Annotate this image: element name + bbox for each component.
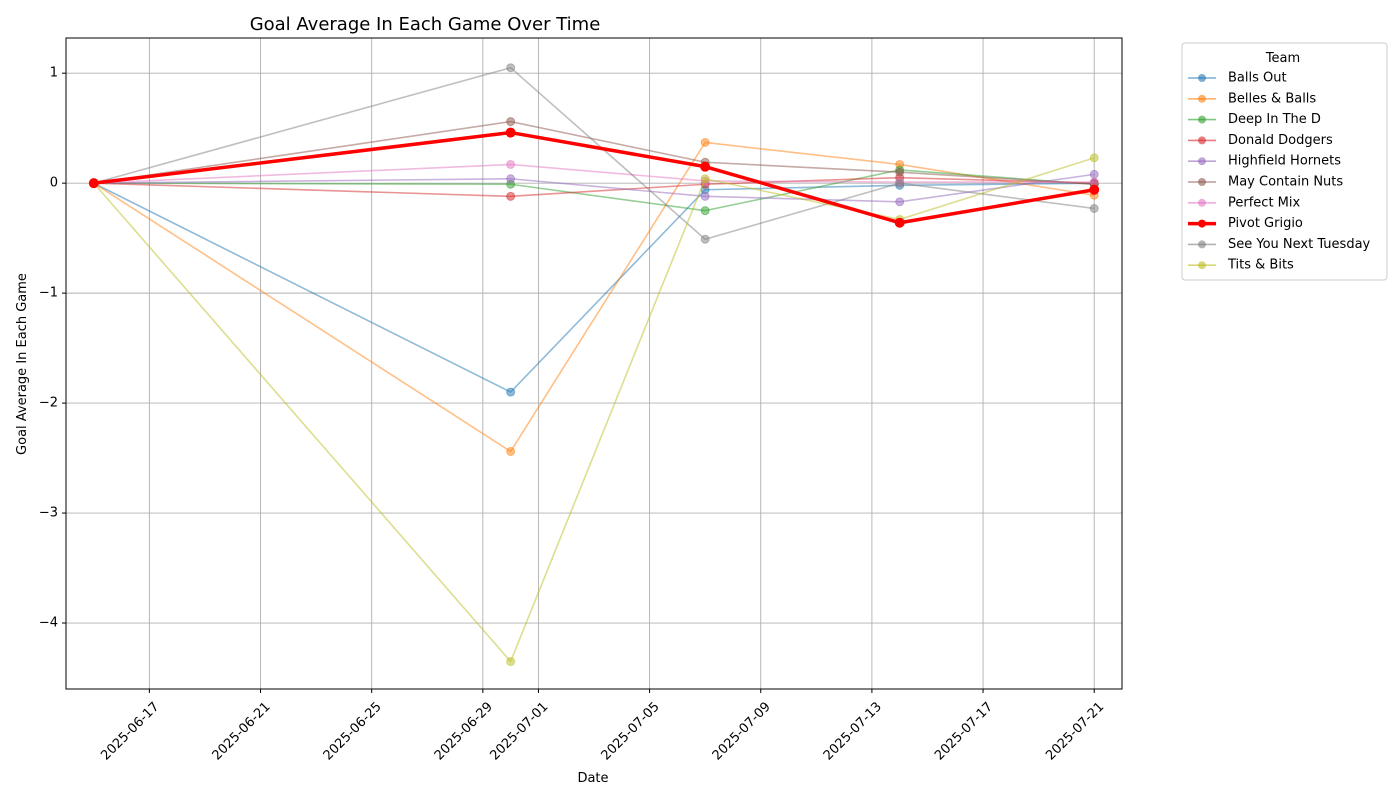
x-tick-label: 2025-06-25 — [321, 699, 385, 763]
x-tick-label: 2025-07-09 — [710, 699, 774, 763]
legend-label: Perfect Mix — [1228, 195, 1300, 210]
y-tick-label: −3 — [39, 506, 58, 521]
x-tick-label: 2025-07-21 — [1043, 699, 1107, 763]
data-point — [895, 197, 905, 207]
chart-title: Goal Average In Each Game Over Time — [250, 14, 601, 35]
legend-label: Pivot Grigio — [1228, 216, 1303, 231]
series-layer — [88, 63, 1100, 667]
series-pivot-grigio — [88, 127, 1100, 228]
data-point — [1089, 203, 1099, 213]
data-point — [506, 657, 516, 667]
data-point — [506, 174, 516, 184]
data-point — [700, 206, 710, 216]
legend-label: Highfield Hornets — [1228, 154, 1341, 169]
series-line — [93, 120, 1095, 186]
legend-title: Team — [1265, 51, 1300, 66]
x-tick-label: 2025-06-17 — [98, 699, 162, 763]
data-point — [1089, 169, 1099, 179]
legend-label: Belles & Balls — [1228, 91, 1316, 106]
data-point — [506, 446, 516, 456]
data-point — [1089, 153, 1099, 163]
data-point — [506, 63, 516, 73]
data-point — [506, 117, 516, 127]
data-point — [700, 174, 710, 184]
legend-swatch-marker — [1198, 240, 1206, 249]
data-point — [700, 161, 711, 172]
data-point — [700, 191, 710, 201]
legend-swatch-marker — [1198, 157, 1206, 166]
legend-swatch-marker — [1198, 261, 1206, 270]
legend-items: Balls Out Belles & Balls Deep In The D Dona… — [1188, 71, 1371, 273]
y-tick-label: −2 — [39, 396, 58, 411]
series-may-contain-nuts — [89, 117, 1099, 189]
legend-swatch-marker — [1198, 74, 1206, 82]
data-point — [505, 127, 516, 138]
legend-label: Deep In The D — [1228, 112, 1321, 127]
data-point — [506, 387, 516, 397]
legend: Team Balls Out Belles & Balls Deep In The … — [1181, 42, 1388, 281]
x-tick-label: 2025-06-21 — [210, 699, 274, 763]
legend-swatch-marker — [1198, 115, 1206, 124]
legend-swatch-marker — [1198, 136, 1206, 145]
y-tick-label: 1 — [50, 66, 58, 81]
x-tick-label: 2025-07-05 — [599, 699, 663, 763]
legend-swatch-marker — [1198, 94, 1206, 103]
y-tick-label: 0 — [50, 176, 58, 191]
data-point — [894, 217, 905, 228]
data-point — [1089, 184, 1100, 195]
legend-swatch-marker — [1198, 178, 1206, 186]
series-tits-bits — [89, 153, 1099, 667]
series-deep-in-the-d — [89, 165, 1099, 216]
data-point — [506, 159, 516, 169]
data-point — [895, 178, 905, 188]
legend-swatch-marker — [1198, 219, 1206, 228]
legend-label: Balls Out — [1228, 71, 1287, 86]
data-point — [700, 234, 710, 244]
y-axis-label: Goal Average In Each Game — [15, 273, 30, 455]
data-point — [700, 137, 710, 147]
legend-label: Tits & Bits — [1227, 258, 1294, 273]
x-tick-label: 2025-06-29 — [432, 699, 496, 763]
plot-frame — [65, 37, 1123, 690]
legend-label: See You Next Tuesday — [1228, 237, 1371, 252]
x-tick-label: 2025-07-01 — [487, 699, 551, 763]
legend-label: May Contain Nuts — [1228, 175, 1343, 190]
data-point — [895, 167, 905, 177]
series-balls-out — [89, 178, 1099, 397]
grid-layer — [66, 38, 1122, 689]
x-axis-label: Date — [577, 771, 608, 786]
data-point — [506, 191, 516, 201]
y-tick-label: −4 — [39, 616, 58, 631]
legend-swatch-marker — [1198, 198, 1206, 207]
series-see-you-next-tuesday — [89, 63, 1099, 244]
x-tick-label: 2025-07-17 — [932, 699, 996, 763]
legend-box — [1181, 42, 1388, 281]
series-line — [93, 157, 1095, 663]
data-point — [88, 178, 99, 189]
series-line — [93, 130, 1095, 225]
x-tick-label: 2025-07-13 — [821, 699, 885, 763]
legend-label: Donald Dodgers — [1228, 133, 1333, 148]
y-tick-label: −1 — [39, 286, 58, 301]
